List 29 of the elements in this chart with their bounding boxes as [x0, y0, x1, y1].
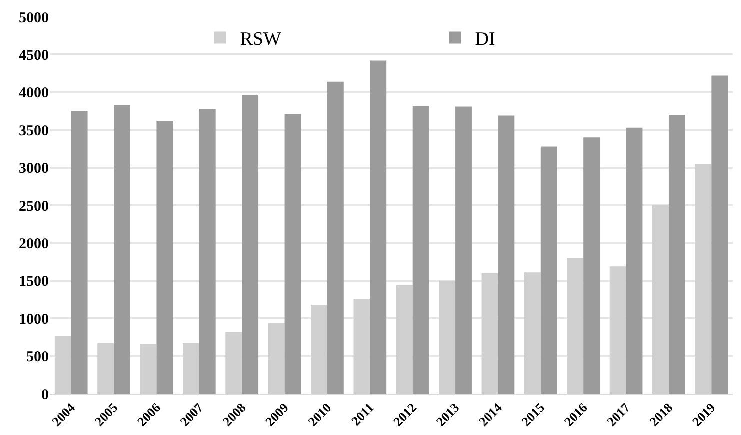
legend-label: RSW	[240, 29, 282, 50]
bar	[370, 60, 387, 394]
bar	[626, 128, 643, 394]
bar	[540, 146, 558, 394]
bar	[284, 114, 302, 394]
y-tick-label: 2500	[19, 198, 49, 215]
y-tick-label: 4000	[19, 86, 49, 102]
y-tick-label: 3000	[19, 161, 49, 178]
bar	[668, 115, 686, 394]
y-tick-label: 2000	[19, 236, 49, 252]
y-tick-label: 1000	[19, 312, 49, 328]
bar	[71, 111, 88, 394]
bar	[712, 76, 728, 394]
bar	[498, 116, 515, 394]
legend-label: DI	[475, 29, 496, 50]
bar	[327, 82, 344, 394]
bar	[412, 106, 430, 394]
y-tick-label: 1500	[19, 274, 49, 290]
bar	[456, 106, 472, 394]
y-tick-label: 0	[42, 387, 49, 404]
bar	[584, 138, 600, 394]
bar	[156, 121, 174, 394]
y-tick-label: 3500	[19, 123, 49, 140]
y-tick-label: 500	[26, 350, 49, 366]
bar	[242, 95, 259, 394]
bar	[199, 108, 216, 394]
y-tick-label: 4500	[19, 48, 49, 64]
bar	[114, 105, 130, 394]
y-tick-label: 5000	[19, 10, 49, 26]
